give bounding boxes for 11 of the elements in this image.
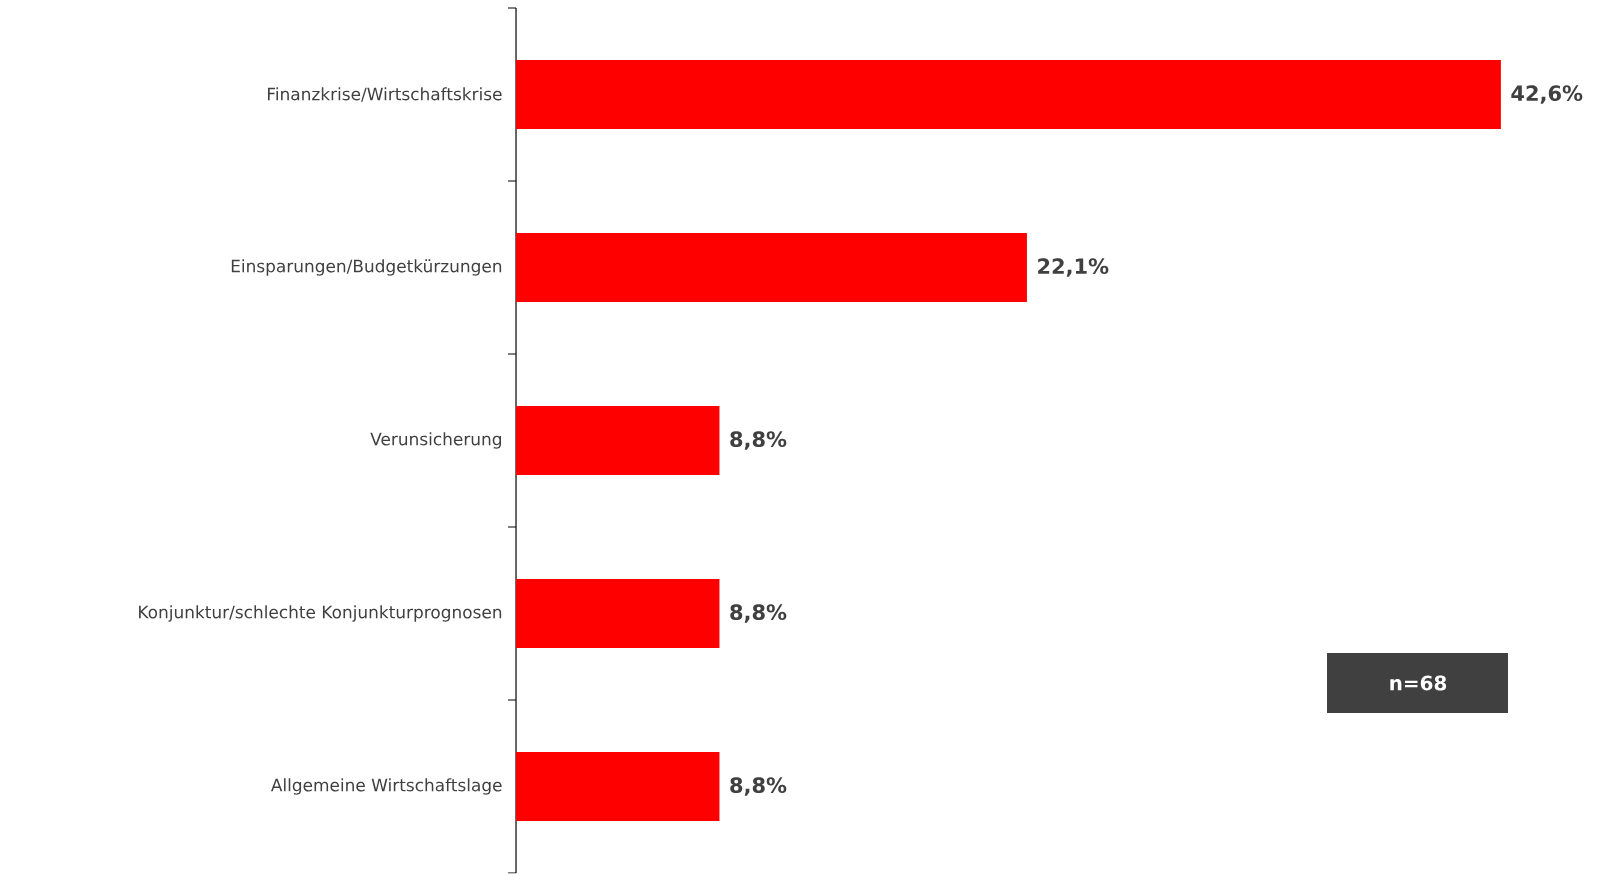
data-label: 8,8% bbox=[730, 431, 787, 450]
data-label: 42,6% bbox=[1511, 85, 1583, 104]
data-label: 22,1% bbox=[1038, 258, 1109, 277]
y-tick-label: Konjunktur/schlechte Konjunkturprognosen bbox=[139, 605, 502, 622]
y-tick-label: Verunsicherung bbox=[370, 432, 501, 449]
data-label: 8,8% bbox=[730, 777, 787, 796]
y-tick-label: Einsparungen/Budgetkürzungen bbox=[231, 259, 502, 276]
y-tick-label: Finanzkrise/Wirtschaftskrise bbox=[267, 87, 502, 102]
y-tick-label: Allgemeine Wirtschaftslage bbox=[270, 778, 502, 795]
annotation: n=68 bbox=[1390, 675, 1447, 691]
data-label: 8,8% bbox=[730, 604, 787, 623]
